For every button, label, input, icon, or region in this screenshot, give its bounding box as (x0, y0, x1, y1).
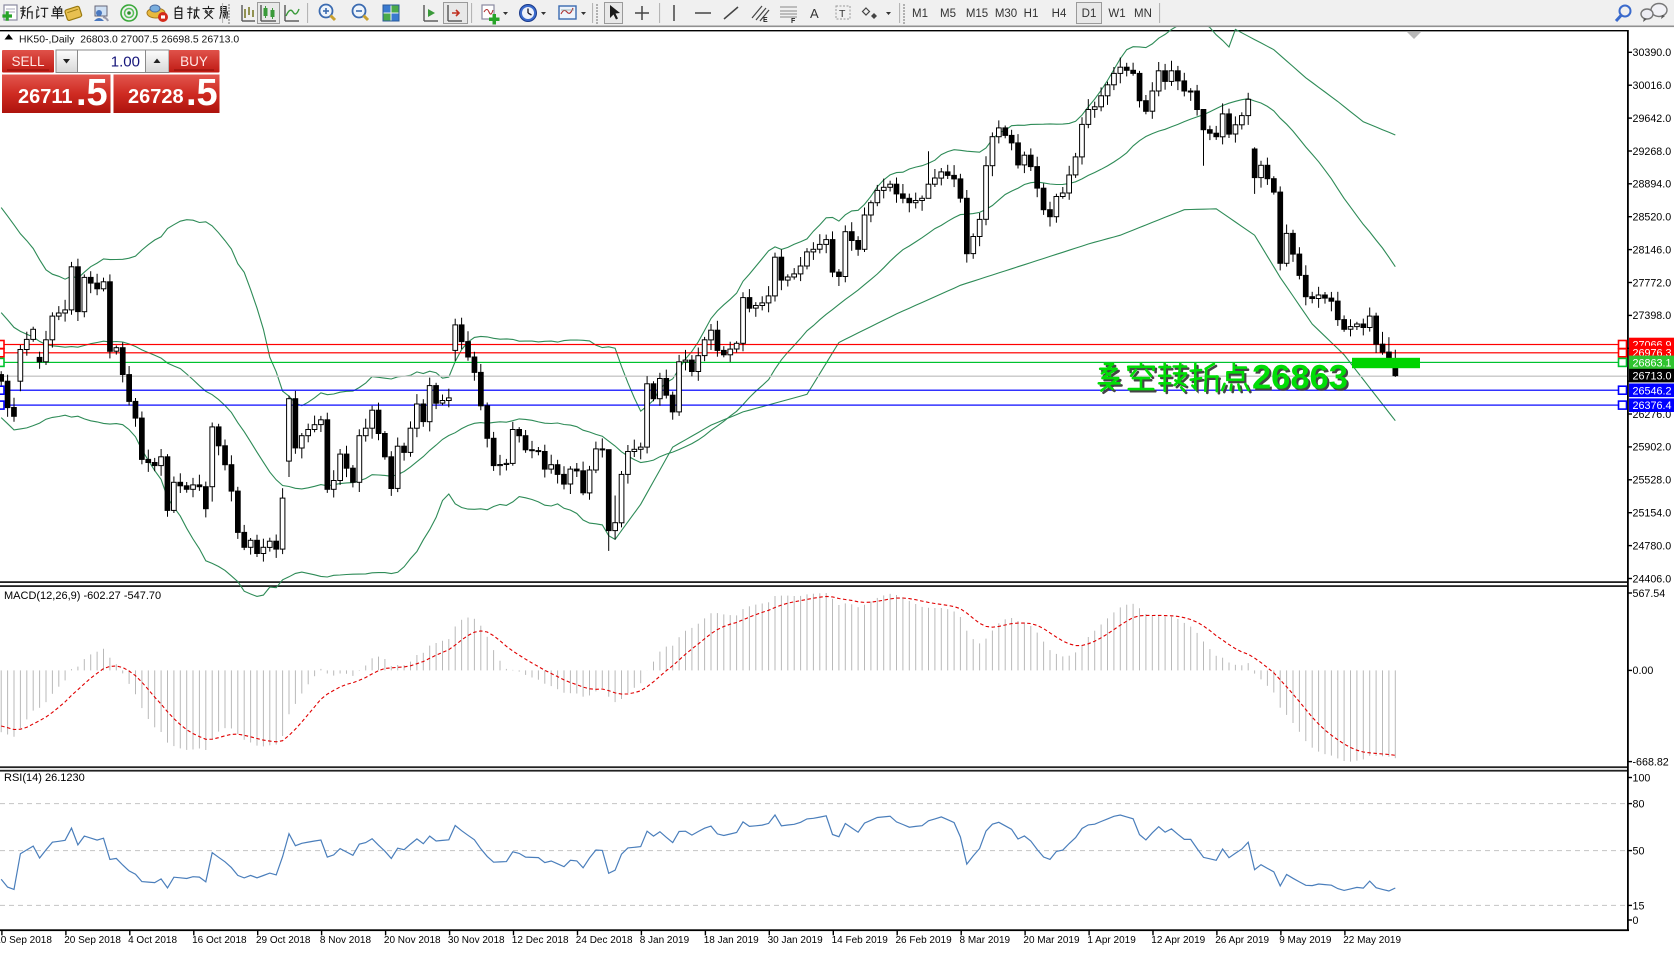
svg-text:H4: H4 (1052, 8, 1067, 20)
svg-text:26711: 26711 (18, 86, 73, 108)
svg-text:26546.2: 26546.2 (1633, 385, 1672, 397)
svg-text:BUY: BUY (180, 54, 208, 69)
svg-text:F: F (791, 18, 796, 25)
svg-text:26 Apr 2019: 26 Apr 2019 (1215, 935, 1269, 946)
svg-text:30 Nov 2018: 30 Nov 2018 (448, 935, 505, 946)
svg-text:M15: M15 (966, 8, 988, 20)
svg-text:22 May 2019: 22 May 2019 (1343, 935, 1401, 946)
svg-text:26728: 26728 (128, 86, 184, 108)
svg-text:25902.0: 25902.0 (1633, 442, 1672, 454)
svg-text:M1: M1 (912, 8, 928, 20)
svg-text:12 Apr 2019: 12 Apr 2019 (1151, 935, 1205, 946)
svg-text:H1: H1 (1024, 8, 1039, 20)
svg-text:A: A (810, 6, 819, 21)
svg-text:26863.1: 26863.1 (1633, 357, 1672, 369)
svg-text:0: 0 (1633, 915, 1639, 927)
svg-text:80: 80 (1633, 799, 1645, 811)
svg-text:8 Mar 2019: 8 Mar 2019 (960, 935, 1011, 946)
svg-text:30390.0: 30390.0 (1633, 47, 1672, 59)
svg-text:16 Oct 2018: 16 Oct 2018 (192, 935, 247, 946)
svg-text:8 Nov 2018: 8 Nov 2018 (320, 935, 372, 946)
svg-text:M5: M5 (940, 8, 956, 20)
svg-text:100: 100 (1633, 773, 1651, 785)
svg-text:.5: .5 (186, 72, 218, 114)
svg-text:50: 50 (1633, 846, 1645, 858)
svg-text:18 Jan 2019: 18 Jan 2019 (704, 935, 759, 946)
svg-text:25154.0: 25154.0 (1633, 508, 1672, 520)
svg-text:15: 15 (1633, 900, 1645, 912)
svg-text:14 Feb 2019: 14 Feb 2019 (832, 935, 889, 946)
svg-text:.5: .5 (76, 72, 108, 114)
svg-text:-668.82: -668.82 (1633, 756, 1669, 768)
svg-text:E: E (763, 17, 768, 24)
svg-text:8 Jan 2019: 8 Jan 2019 (640, 935, 690, 946)
svg-text:26713.0: 26713.0 (1633, 371, 1672, 383)
svg-text:24406.0: 24406.0 (1633, 573, 1672, 585)
svg-text:D1: D1 (1082, 8, 1097, 20)
svg-text:567.54: 567.54 (1633, 588, 1666, 600)
svg-text:0.00: 0.00 (1633, 665, 1654, 677)
svg-text:12 Dec 2018: 12 Dec 2018 (512, 935, 569, 946)
svg-text:26 Feb 2019: 26 Feb 2019 (896, 935, 953, 946)
svg-text:28894.0: 28894.0 (1633, 179, 1672, 191)
svg-text:4 Oct 2018: 4 Oct 2018 (128, 935, 177, 946)
svg-text:M30: M30 (995, 8, 1017, 20)
svg-text:28520.0: 28520.0 (1633, 212, 1672, 224)
svg-text:T: T (839, 8, 846, 20)
svg-text:20 Nov 2018: 20 Nov 2018 (384, 935, 441, 946)
svg-text:29 Oct 2018: 29 Oct 2018 (256, 935, 311, 946)
svg-text:24780.0: 24780.0 (1633, 540, 1672, 552)
svg-text:1.00: 1.00 (111, 54, 140, 71)
svg-text:20 Sep 2018: 20 Sep 2018 (64, 935, 121, 946)
svg-text:29642.0: 29642.0 (1633, 113, 1672, 125)
svg-text:20 Mar 2019: 20 Mar 2019 (1023, 935, 1080, 946)
svg-text:30 Jan 2019: 30 Jan 2019 (768, 935, 823, 946)
svg-text:26863: 26863 (1254, 361, 1350, 399)
svg-text:1 Apr 2019: 1 Apr 2019 (1087, 935, 1136, 946)
svg-text:HK50-,Daily 26803.0 27007.5 2: HK50-,Daily 26803.0 27007.5 26698.5 2671… (19, 35, 239, 46)
svg-text:26376.4: 26376.4 (1633, 400, 1672, 412)
svg-text:26863: 26863 (1252, 359, 1348, 397)
svg-text:SELL: SELL (11, 54, 45, 69)
svg-text:MN: MN (1134, 8, 1152, 20)
svg-text:25528.0: 25528.0 (1633, 475, 1672, 487)
svg-text:27772.0: 27772.0 (1633, 277, 1672, 289)
svg-text:30016.0: 30016.0 (1633, 80, 1672, 92)
svg-text:RSI(14) 26.1230: RSI(14) 26.1230 (4, 772, 85, 784)
svg-text:9 May 2019: 9 May 2019 (1279, 935, 1332, 946)
svg-text:29268.0: 29268.0 (1633, 146, 1672, 158)
svg-text:W1: W1 (1108, 8, 1125, 20)
svg-text:27398.0: 27398.0 (1633, 310, 1672, 322)
svg-text:24 Dec 2018: 24 Dec 2018 (576, 935, 633, 946)
svg-text:28146.0: 28146.0 (1633, 244, 1672, 256)
svg-text:MACD(12,26,9) -602.27 -547.70: MACD(12,26,9) -602.27 -547.70 (4, 590, 161, 602)
svg-text:10 Sep 2018: 10 Sep 2018 (0, 935, 52, 946)
